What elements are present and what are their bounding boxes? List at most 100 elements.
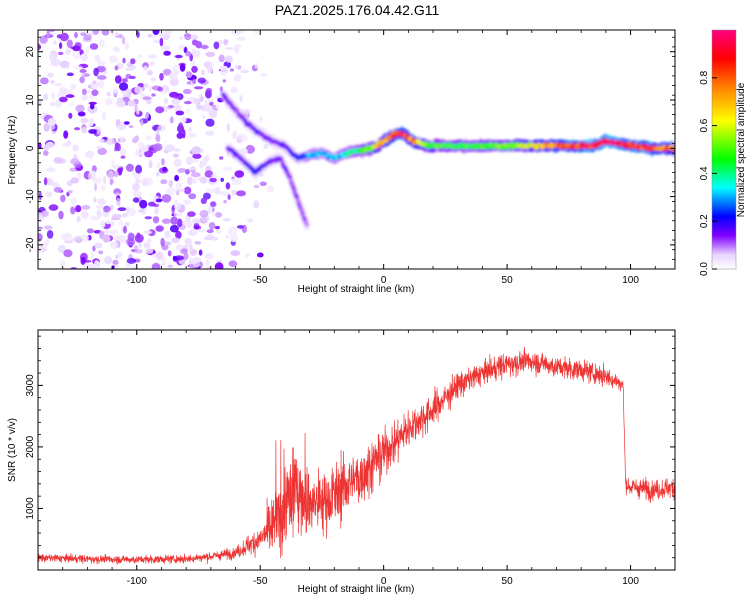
spectrogram-speckle (230, 86, 238, 94)
spectrogram-speckle (95, 205, 105, 210)
spectrogram-x-tick-label: -100 (127, 275, 147, 286)
spectrogram-speckle (76, 216, 81, 223)
spectrogram-lower-branch-core (279, 157, 284, 163)
spectrogram-speckle (58, 87, 68, 96)
spectrogram-speckle (113, 45, 117, 53)
spectrogram-lower-branch-core (291, 185, 296, 191)
spectrogram-speckle (178, 44, 185, 50)
spectrogram-speckle (80, 256, 86, 265)
spectrogram-speckle (79, 76, 85, 84)
spectrogram-speckle (156, 171, 160, 177)
spectrogram-speckle (222, 79, 226, 83)
spectrogram-speckle (171, 237, 180, 243)
spectrogram-speckle (171, 98, 181, 105)
spectrogram-speckle (227, 194, 231, 201)
spectrogram-speckle (161, 218, 171, 224)
spectrogram-speckle (155, 134, 161, 142)
spectrogram-speckle (80, 210, 89, 220)
spectrogram-speckle (70, 83, 77, 90)
spectrogram-speckle (80, 117, 89, 124)
spectrogram-speckle (140, 146, 149, 152)
spectrogram-speckle (231, 189, 237, 196)
figure-title: PAZ1.2025.176.04.42.G11 (275, 2, 440, 18)
spectrogram-speckle (134, 135, 140, 142)
spectrogram-speckle (108, 55, 118, 64)
spectrogram-speckle (147, 70, 153, 76)
spectrogram-speckle (228, 260, 238, 268)
spectrogram-speckle (155, 251, 164, 261)
spectrogram-speckle (59, 32, 69, 42)
spectrogram-speckle (197, 77, 207, 84)
spectrogram-speckle (183, 46, 188, 54)
spectrogram-speckle (58, 210, 64, 220)
spectrogram-speckle (113, 89, 118, 93)
snr-series-line (38, 346, 675, 566)
spectrogram-speckle (185, 51, 192, 57)
spectrogram-speckle (191, 65, 198, 73)
spectrogram-speckle (81, 126, 87, 134)
snr-x-tick-label: 100 (622, 576, 639, 587)
spectrogram-speckle (43, 93, 48, 101)
spectrogram-speckle (132, 265, 137, 269)
spectrogram-speckle (153, 203, 160, 208)
spectrogram-speckle (70, 102, 75, 106)
spectrogram-speckle (122, 94, 132, 98)
spectrogram-speckle (189, 248, 197, 256)
spectrogram-speckle (168, 104, 175, 109)
spectrogram-speckle (192, 78, 197, 84)
spectrogram-speckle (247, 218, 254, 223)
spectrogram-speckle (117, 167, 123, 176)
spectrogram-speckle (192, 153, 202, 159)
spectrogram-speckle (129, 75, 136, 80)
spectrogram-speckle (108, 229, 118, 235)
spectrogram-speckle (111, 32, 120, 37)
spectrogram-speckle (81, 94, 89, 101)
spectrogram-speckle (179, 63, 186, 72)
snr-ticks: -100 -50 0 50 100 1000 2000 3000 (25, 330, 675, 587)
spectrogram-speckle (183, 199, 191, 205)
spectrogram-speckle (53, 187, 63, 193)
spectrogram-speckle (134, 234, 144, 243)
spectrogram-speckle (122, 36, 126, 45)
spectrogram-speckle (157, 124, 166, 132)
spectrogram-speckle (163, 97, 169, 104)
spectrogram-speckle (92, 177, 103, 184)
spectrogram-speckle (173, 212, 183, 217)
spectrogram-speckle (48, 182, 59, 186)
spectrogram-speckle (155, 198, 163, 203)
spectrogram-speckle (116, 197, 121, 207)
spectrogram-speckle (140, 119, 144, 126)
spectrogram-speckle (153, 143, 163, 152)
spectrogram-speckle (168, 72, 178, 80)
spectrogram-speckle (211, 236, 219, 241)
spectrogram-speckle (206, 229, 214, 234)
spectrogram-speckle (114, 65, 119, 71)
spectrogram-speckle (127, 232, 135, 242)
spectrogram-speckle (119, 136, 125, 143)
spectrogram-speckle (114, 142, 120, 151)
spectrogram-speckle (38, 226, 43, 230)
spectrogram-speckle (171, 64, 179, 71)
spectrogram-speckle (109, 177, 114, 186)
spectrogram-speckle (122, 57, 126, 64)
spectrogram-speckle (200, 197, 207, 204)
spectrogram-speckle (145, 135, 152, 141)
spectrogram-speckle (254, 62, 258, 69)
spectrogram-speckle (135, 177, 141, 185)
spectrogram-speckle (38, 100, 43, 107)
spectrogram-speckle (93, 197, 97, 203)
spectrogram-speckle (47, 72, 54, 78)
spectrogram-speckle (47, 118, 57, 126)
spectrogram-speckle (57, 244, 66, 253)
spectrogram-speckle (83, 34, 92, 41)
spectrogram-speckle (161, 158, 165, 166)
spectrogram-speckle (115, 254, 119, 260)
spectrogram-speckle (170, 216, 178, 225)
spectrogram-speckle (102, 234, 111, 243)
spectrogram-speckle (105, 138, 116, 145)
spectrogram-speckle (234, 170, 245, 178)
colorbar-tick-label: 0.6 (699, 118, 710, 132)
spectrogram-speckle (81, 204, 91, 210)
spectrogram-speckle (72, 154, 78, 160)
spectrogram-speckle (166, 187, 176, 196)
